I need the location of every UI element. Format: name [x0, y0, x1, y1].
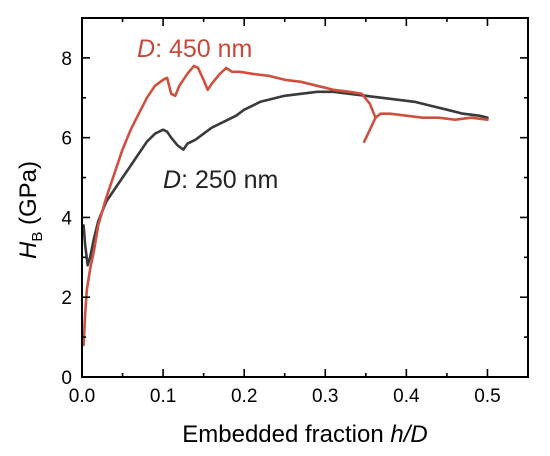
- x-tick-label: 0.2: [231, 386, 257, 407]
- y-tick-label: 2: [61, 288, 72, 309]
- series-layer: [82, 64, 489, 347]
- x-tick-label: 0.4: [393, 386, 420, 407]
- annotation-250nm-d: D: [163, 166, 181, 194]
- series-line-d-250-nm: [82, 90, 489, 267]
- x-tick-label: 0.0: [69, 386, 95, 407]
- x-tick-label: 0.1: [150, 386, 176, 407]
- y-tick-label: 6: [61, 129, 72, 150]
- annotation-450nm: D: 450 nm: [137, 35, 252, 63]
- y-axis-title: HB (GPa): [15, 161, 46, 259]
- plot-frame: [81, 17, 529, 378]
- series-line-d-450-nm: [82, 64, 489, 347]
- x-tick-label: 0.3: [312, 386, 338, 407]
- series-branch-d-450-nm: [362, 116, 377, 143]
- ticks-layer: 0.0 0.1 0.2 0.3 0.4 0.5 0 2 4 6 8: [61, 18, 528, 407]
- annotation-450nm-rest: : 450 nm: [155, 35, 252, 63]
- y-tick-label: 4: [61, 208, 72, 229]
- y-axis-title-h: H: [15, 241, 42, 259]
- annotation-450nm-d: D: [137, 35, 155, 63]
- y-axis-title-rest: (GPa): [15, 161, 42, 232]
- x-axis-title-main: Embedded fraction: [182, 421, 390, 448]
- x-axis-title-italic: h/D: [390, 421, 427, 448]
- annotation-250nm: D: 250 nm: [163, 166, 278, 194]
- x-axis-title: Embedded fraction h/D: [182, 421, 427, 448]
- y-tick-label: 8: [61, 49, 72, 70]
- x-tick-label: 0.5: [474, 386, 500, 407]
- annotation-250nm-rest: : 250 nm: [181, 166, 278, 194]
- y-axis-title-sub: B: [29, 232, 46, 242]
- y-tick-label: 0: [61, 368, 72, 389]
